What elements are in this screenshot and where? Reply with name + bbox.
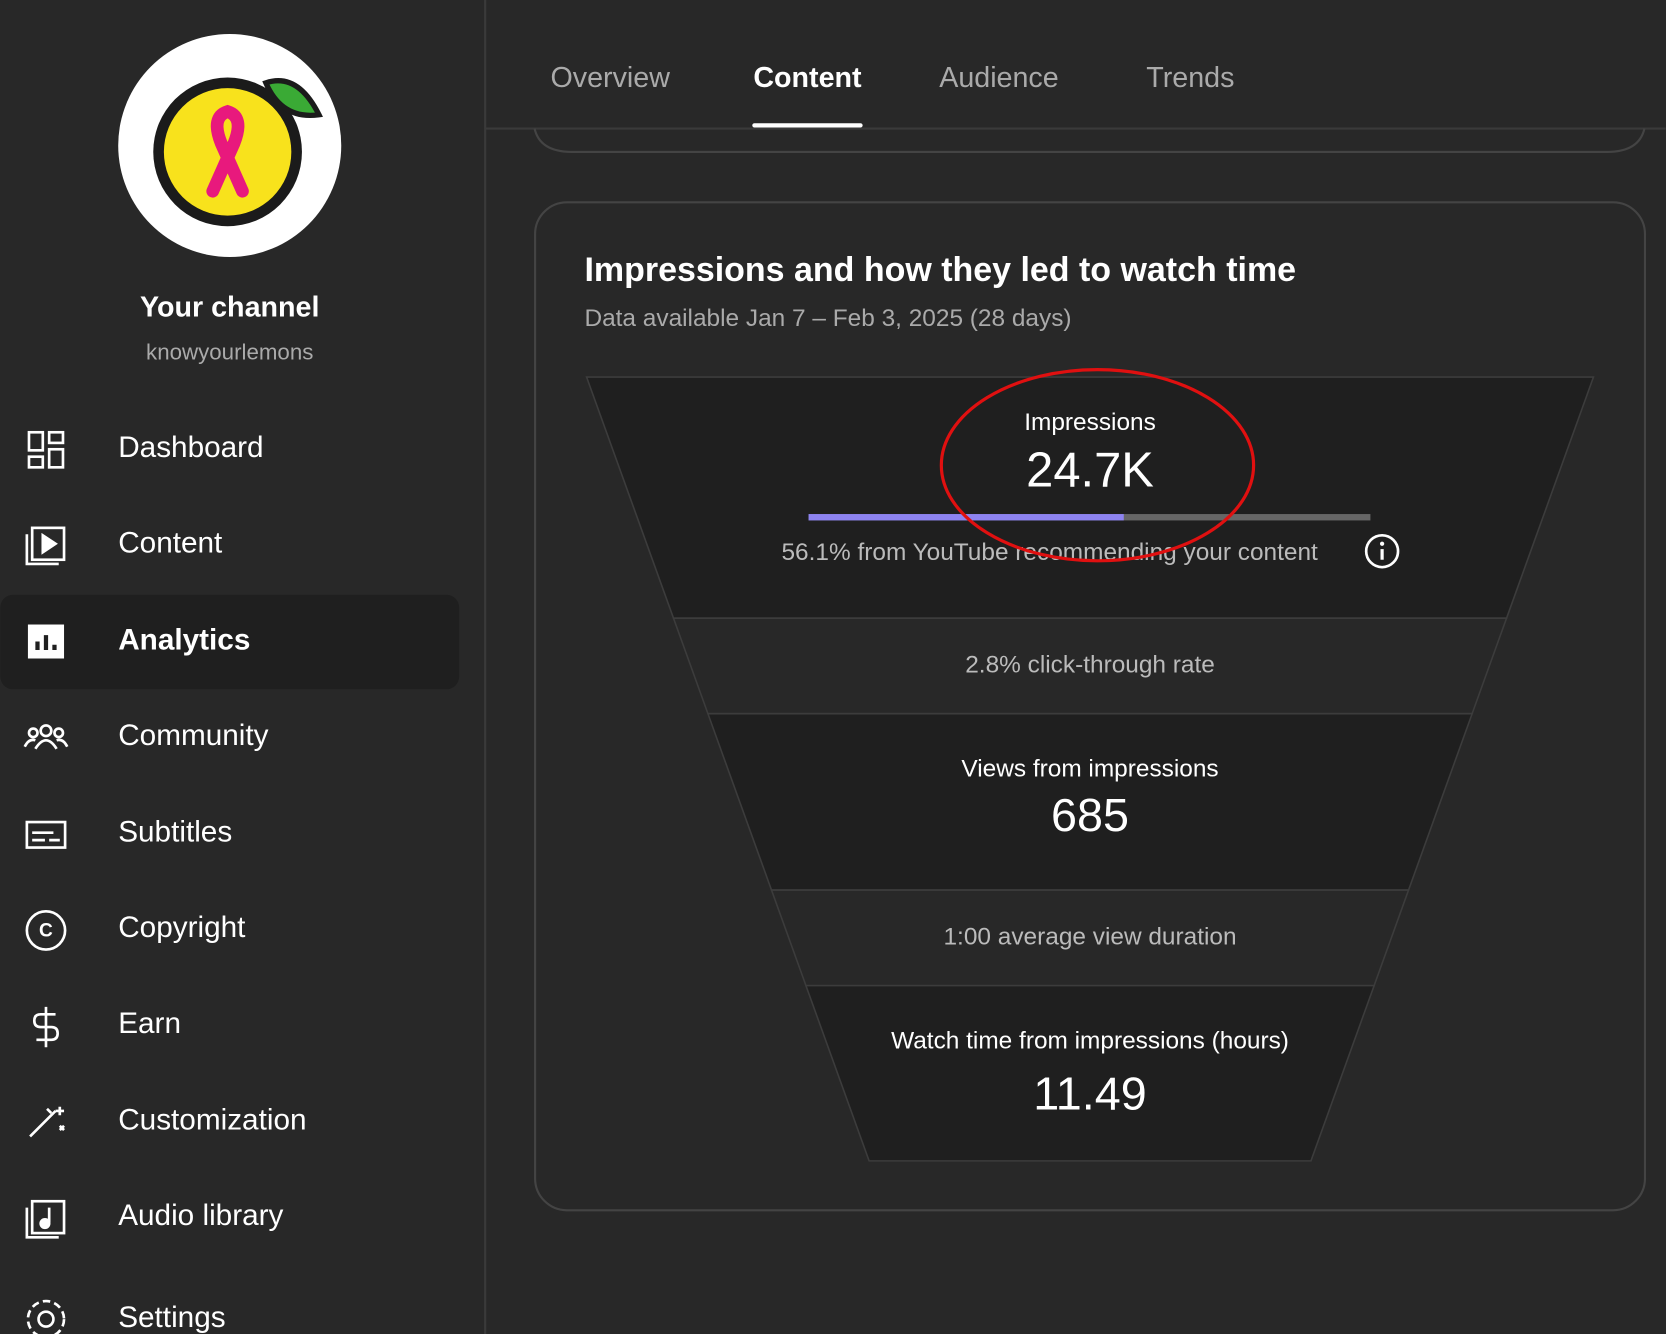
nav-item[interactable]: Subtitles — [118, 816, 232, 849]
nav-item[interactable]: Customization — [118, 1103, 306, 1136]
avatar[interactable] — [118, 33, 342, 258]
impressions-value: 24.7K — [1026, 444, 1154, 498]
ctr: 2.8% click-through rate — [965, 651, 1215, 678]
nav-item[interactable]: Dashboard — [118, 431, 263, 464]
views-label: Views from impressions — [961, 755, 1218, 782]
nav-item[interactable]: Analytics — [118, 623, 250, 656]
nav-item[interactable]: Earn — [118, 1007, 181, 1040]
annotation-circle — [939, 368, 1256, 563]
funnel — [585, 376, 1595, 1162]
prev-card-edge — [533, 128, 1646, 153]
nav-icons: C — [23, 430, 69, 1334]
nav-item[interactable]: Audio library — [118, 1199, 283, 1232]
active-nav-bg — [0, 594, 460, 690]
watch-value: 11.49 — [1033, 1067, 1146, 1119]
info-icon[interactable] — [1364, 533, 1400, 569]
svg-text:C: C — [39, 921, 53, 942]
avg-duration: 1:00 average view duration — [943, 923, 1236, 950]
nav-item[interactable]: Copyright — [118, 911, 246, 944]
tab[interactable]: Content — [753, 62, 862, 94]
tab[interactable]: Trends — [1146, 62, 1234, 94]
tab[interactable]: Overview — [550, 62, 670, 94]
channel-handle: knowyourlemons — [146, 340, 313, 365]
watch-label: Watch time from impressions (hours) — [891, 1027, 1289, 1054]
card-title: Impressions and how they led to watch ti… — [584, 251, 1296, 289]
nav-item[interactable]: Content — [118, 527, 223, 560]
nav-item[interactable]: Settings — [118, 1301, 225, 1334]
funnel-section — [804, 984, 1376, 1162]
channel-title: Your channel — [140, 292, 319, 324]
views-value: 685 — [1051, 789, 1129, 841]
nav-item[interactable]: Community — [118, 719, 268, 752]
impressions-note: 56.1% from YouTube recommending your con… — [781, 539, 1318, 566]
tab-underline — [752, 123, 863, 128]
impressions-label: Impressions — [1024, 409, 1156, 436]
card-subtitle: Data available Jan 7 – Feb 3, 2025 (28 d… — [584, 305, 1071, 332]
tab[interactable]: Audience — [939, 62, 1059, 94]
